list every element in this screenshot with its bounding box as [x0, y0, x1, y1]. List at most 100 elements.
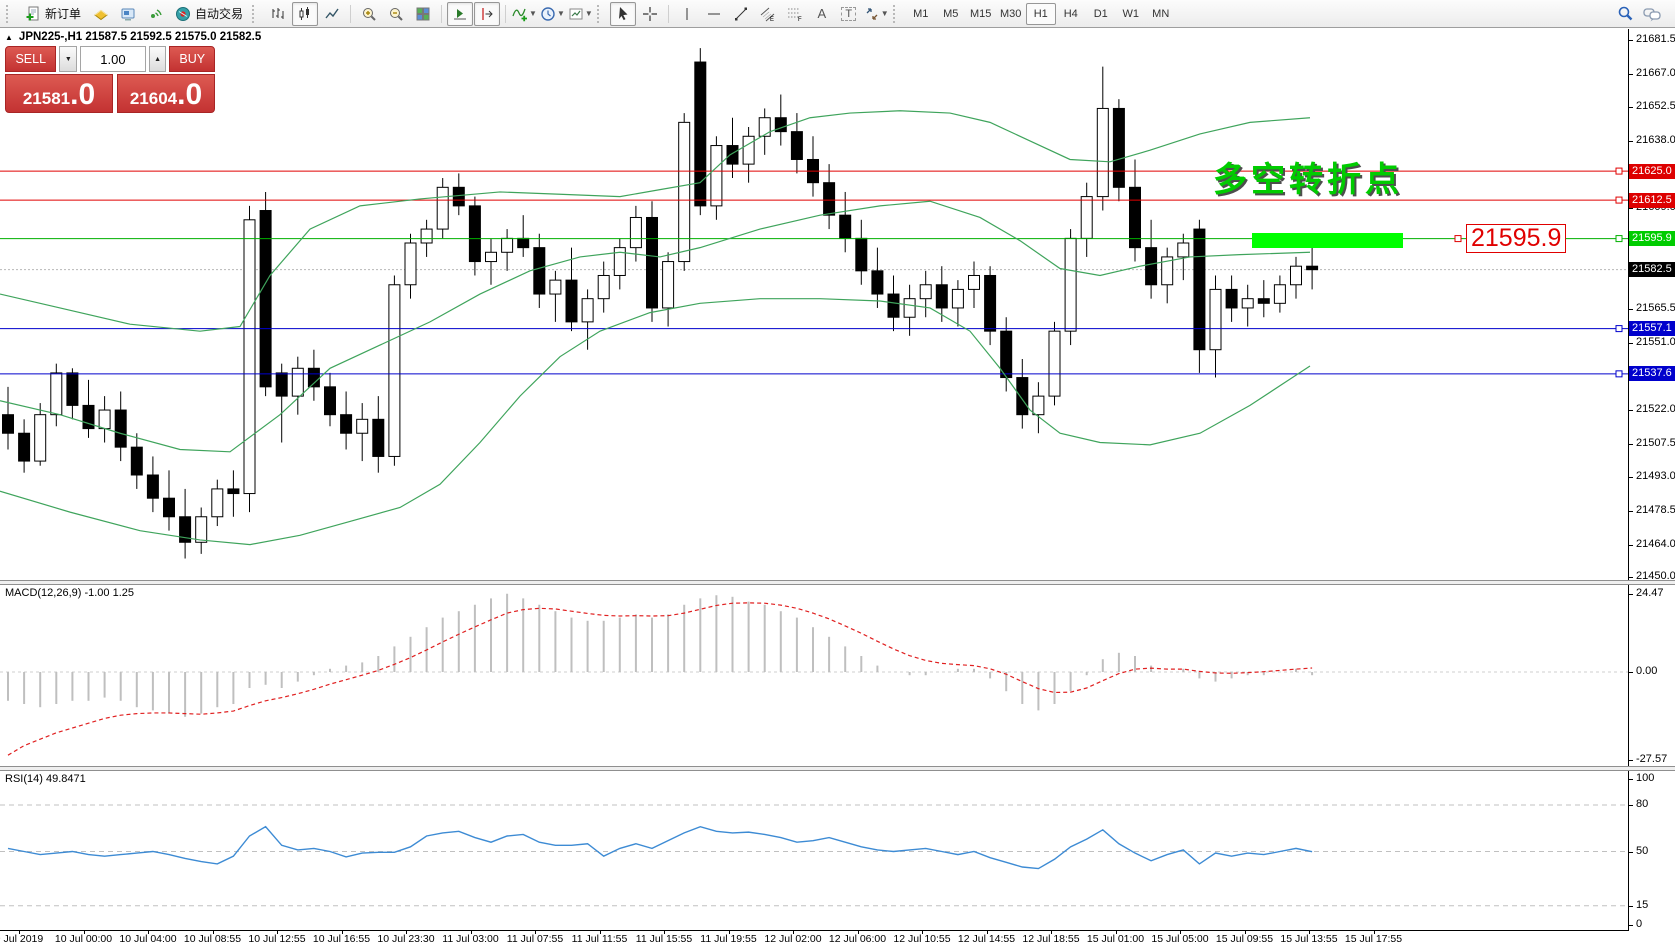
trendline-tool[interactable] [728, 2, 754, 26]
tab-timeframe-D1[interactable]: D1 [1093, 7, 1108, 20]
time-axis-line [0, 930, 1629, 931]
time-tick [1373, 930, 1375, 934]
panel-separator[interactable] [0, 766, 1675, 771]
fibonacci-tool[interactable]: F [782, 2, 808, 26]
volume-decrease-button[interactable]: ▼ [59, 46, 78, 72]
package-icon [93, 6, 109, 22]
horizontal-line-tool[interactable] [701, 2, 727, 26]
axis-label: 21551.0 [1628, 335, 1675, 348]
chart-candles-button[interactable] [292, 1, 319, 26]
tile-windows-icon [415, 6, 431, 22]
templates-button[interactable]: ▼ [567, 2, 594, 26]
tab-timeframe-M15[interactable]: M15 [970, 7, 992, 20]
candles-layer [2, 48, 1319, 559]
periods-button[interactable]: ▼ [539, 2, 566, 26]
time-label: 12 Jul 10:55 [893, 933, 951, 945]
tab-timeframe-H4[interactable]: H4 [1063, 7, 1078, 20]
time-label: 11 Jul 19:55 [700, 933, 757, 945]
buy-price-display[interactable]: 21604 .0 [117, 74, 215, 113]
time-label: 12 Jul 14:55 [957, 933, 1016, 945]
auto-scroll-button[interactable] [447, 1, 474, 26]
tab-timeframe-W1[interactable]: W1 [1122, 7, 1139, 20]
axis-label: 21625.0 [1629, 163, 1675, 179]
chart-bars-button[interactable] [265, 2, 291, 26]
time-tick [922, 930, 923, 934]
new-order-icon [25, 6, 41, 22]
volume-increase-button[interactable]: ▲ [148, 46, 167, 72]
autotrading-button[interactable]: 自动交易 [169, 2, 249, 26]
axis-label: 21493.0 [1628, 470, 1675, 483]
search-button[interactable] [1612, 2, 1638, 26]
zoom-out-button[interactable] [383, 2, 409, 26]
tab-timeframe-M30[interactable]: M30 [1000, 7, 1022, 20]
tab-timeframe-H1[interactable]: H1 [1025, 2, 1056, 25]
text-tool[interactable]: A [809, 2, 835, 26]
time-tick [148, 930, 149, 934]
indicators-button[interactable]: ▼ [511, 2, 538, 26]
chart-shift-button[interactable] [474, 1, 501, 26]
time-label: 15 Jul 01:00 [1086, 933, 1145, 945]
sell-price-int: 21581 [22, 89, 71, 108]
axis-label: 21681.5 [1628, 33, 1675, 45]
time-tick [857, 930, 859, 934]
buy-button[interactable]: BUY [169, 46, 215, 72]
time-label: 9 Jul 2019 [0, 933, 44, 945]
time-label: 10 Jul 16:55 [312, 933, 371, 945]
time-tick [470, 930, 472, 934]
toolbar-grip [892, 4, 901, 23]
tab-timeframe-M1[interactable]: M1 [913, 7, 929, 20]
highlight-rectangle[interactable] [1252, 233, 1403, 248]
time-label: 10 Jul 00:00 [54, 933, 113, 945]
tab-timeframe-M5[interactable]: M5 [943, 7, 959, 20]
axis-label: 100 [1627, 772, 1655, 784]
label-tool[interactable]: T [836, 2, 862, 26]
equidistant-channel-icon: E [760, 6, 776, 22]
price-axis-line [1628, 29, 1629, 930]
chart-line-button[interactable] [319, 2, 345, 26]
tab-timeframe-MN[interactable]: MN [1152, 7, 1170, 20]
axis-label: 21478.5 [1628, 503, 1675, 516]
volume-input[interactable]: 1.00 [80, 46, 146, 72]
time-label: 10 Jul 08:55 [183, 933, 242, 945]
channel-tool[interactable]: E [755, 2, 781, 26]
vertical-line-tool[interactable] [674, 2, 700, 26]
sell-button[interactable]: SELL [5, 46, 57, 72]
zoom-in-icon [361, 6, 377, 22]
bollinger-upper-band [0, 110, 1311, 332]
chart-annotation-text[interactable]: 多空转折点 [1213, 161, 1403, 199]
search-icon [1617, 5, 1634, 22]
indicators-icon [512, 6, 528, 22]
toolbar-separator [505, 4, 507, 23]
time-tick [986, 930, 988, 934]
zoom-in-button[interactable] [356, 2, 382, 26]
axis-label: 21638.0 [1628, 133, 1675, 146]
tile-windows-button[interactable] [410, 2, 436, 26]
fibo-glyph: F [798, 17, 802, 22]
axis-label: 21582.5 [1629, 262, 1675, 278]
time-tick [83, 930, 85, 934]
chart-shift-icon [479, 6, 495, 22]
chat-button[interactable] [1639, 2, 1665, 26]
axis-label: 21595.9 [1629, 231, 1675, 247]
new-order-button[interactable]: 新订单 [19, 2, 87, 26]
autotrading-icon [175, 6, 191, 22]
package-button[interactable] [88, 2, 114, 26]
toolbar-separator [667, 4, 669, 23]
price-callout-label[interactable]: 21595.9 [1466, 224, 1567, 253]
collapse-arrow-icon[interactable]: ▲ [5, 32, 13, 42]
chevron-down-icon: ▼ [529, 9, 537, 18]
text-icon: A [817, 6, 827, 21]
terminal-button[interactable] [115, 2, 141, 26]
buy-price-int: 21604 [129, 89, 178, 108]
axis-label: -27.57 [1627, 753, 1668, 766]
crosshair-button[interactable] [637, 2, 663, 26]
shapes-tool[interactable]: ▼ [863, 2, 890, 26]
time-tick [1115, 930, 1117, 934]
cursor-button[interactable] [609, 1, 636, 26]
signals-button[interactable] [142, 2, 168, 26]
axis-label: 21522.0 [1628, 403, 1675, 416]
panel-separator[interactable] [0, 580, 1675, 585]
time-label: 15 Jul 17:55 [1344, 933, 1403, 945]
sell-price-display[interactable]: 21581 .0 [5, 74, 113, 113]
